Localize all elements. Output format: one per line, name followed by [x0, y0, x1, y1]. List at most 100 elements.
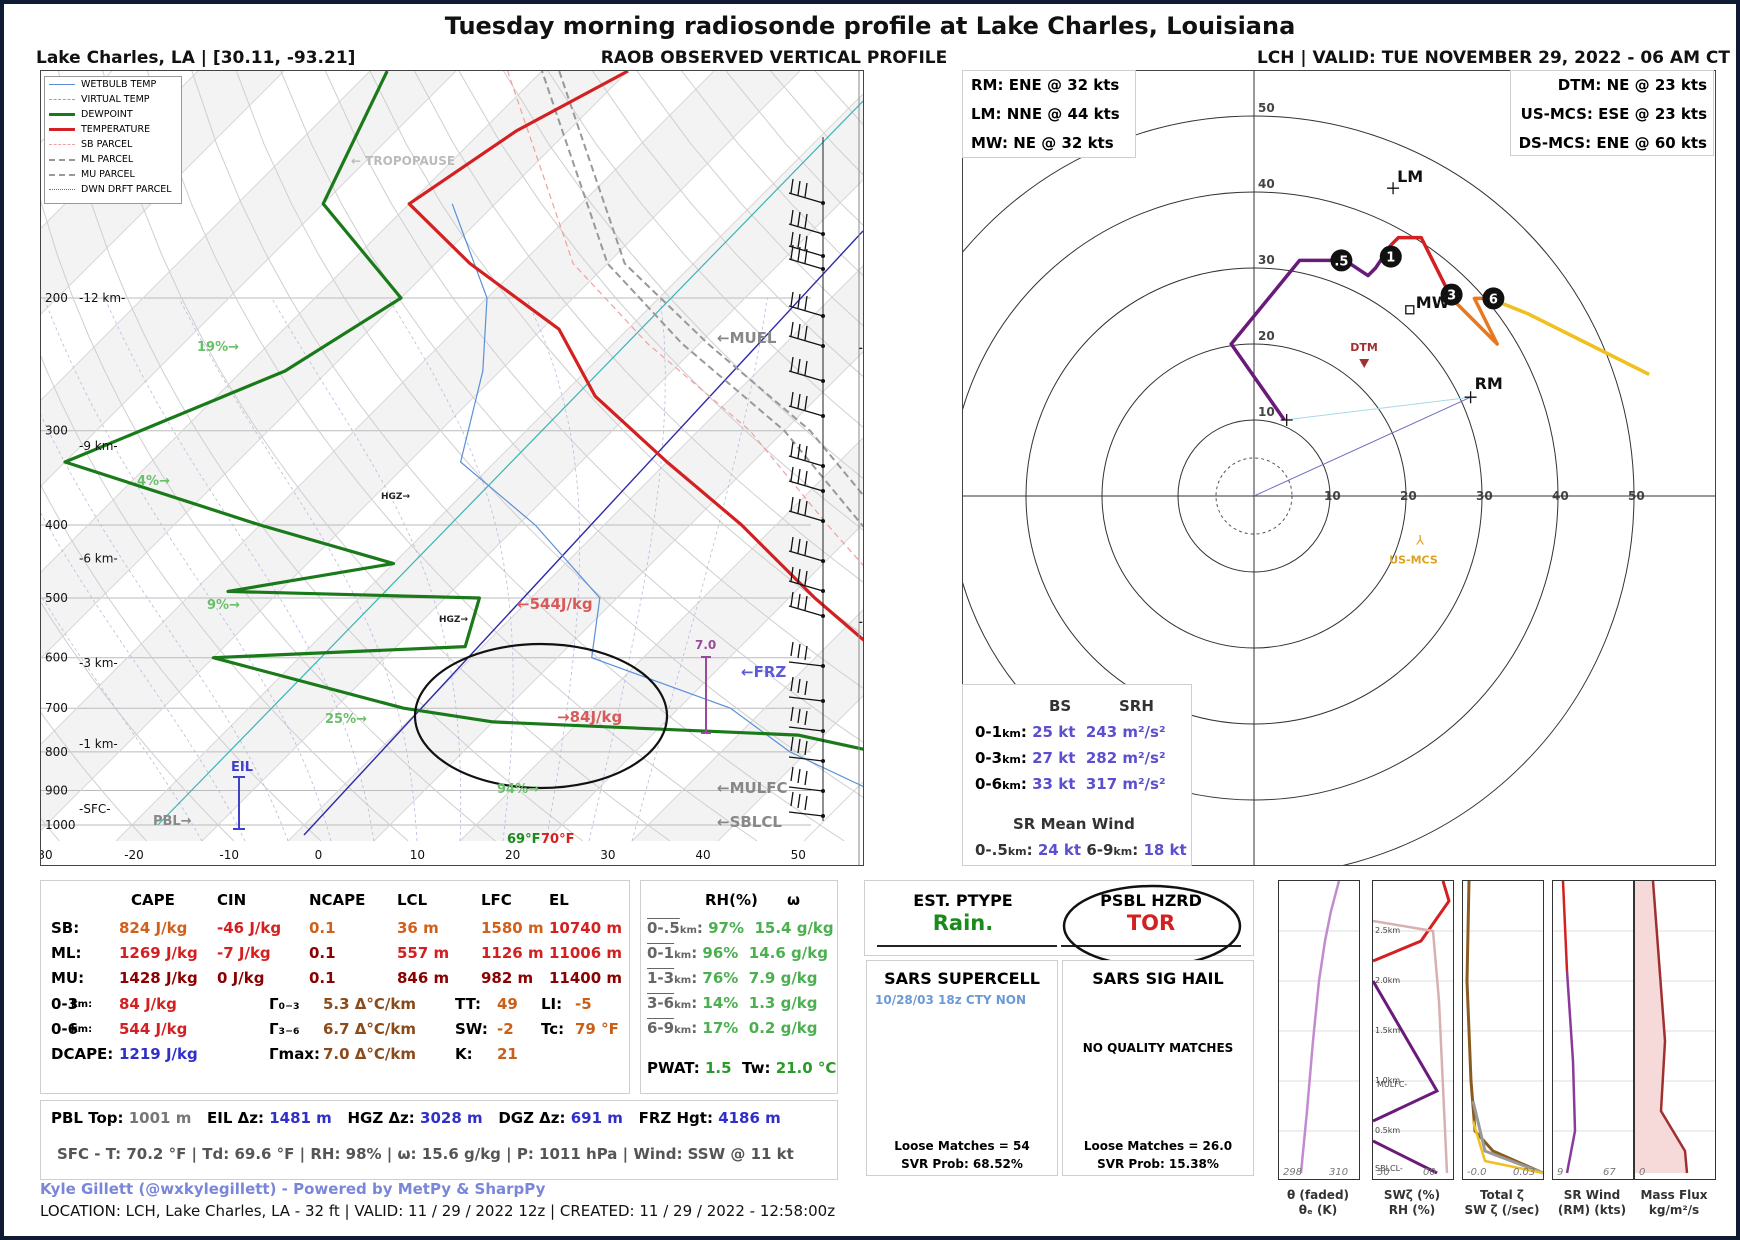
sars-supercell-box: SARS SUPERCELL 10/28/03 18z CTY NON Loos…	[866, 960, 1058, 1176]
wind-barb	[788, 231, 825, 258]
param-label: SW:	[455, 1020, 488, 1038]
wind-barb-flag	[804, 248, 808, 264]
mixing-ratio: 0.2 g/kg	[748, 1019, 818, 1037]
wind-barb-flag	[804, 710, 808, 726]
skewt-legend: WETBULB TEMP VIRTUAL TEMP DEWPOINT TEMPERAT…	[44, 76, 182, 204]
sars-hail-title: SARS SIG HAIL	[1092, 969, 1224, 988]
wind-barb-flag	[804, 540, 808, 556]
wind-barb-flag	[797, 233, 801, 249]
wind-barb-shaft	[788, 455, 824, 467]
mass-flux-fill	[1635, 881, 1687, 1173]
mulfc-label: ←MULFC	[717, 779, 788, 797]
hgz-value: 3028 m	[420, 1109, 483, 1127]
rh-value: 76%	[702, 969, 739, 987]
legend-label: SB PARCEL	[81, 139, 133, 150]
isotherm	[0, 70, 457, 528]
mini-profile-line	[1471, 1120, 1544, 1175]
mini-profile-label-1: Total ζ	[1479, 1188, 1525, 1202]
hodo-mcs-box: DTM: NE @ 23 kts US-MCS: ESE @ 23 kts DS…	[1510, 70, 1714, 156]
wind-barb-flag	[804, 235, 808, 251]
wind-barb	[788, 591, 825, 618]
mini-profile-label-1: SWζ (%)	[1383, 1188, 1441, 1202]
param-cin: -7 J/kg	[217, 944, 271, 962]
srmw-a-label: 0-.5	[975, 841, 1008, 859]
isotherm	[0, 70, 629, 700]
wind-barb	[788, 676, 825, 703]
srmw-title: SR Mean Wind	[1013, 815, 1135, 833]
header-valid: LCH | VALID: TUE NOVEMBER 29, 2022 - 06 …	[1256, 48, 1730, 68]
mini-axis-lo: 9	[1557, 1167, 1563, 1178]
pressure-tick: 500	[45, 591, 68, 605]
param-value: 7.0 Δ°C/km	[323, 1045, 416, 1063]
lapse-rate-label: 7.0	[695, 638, 716, 652]
param-header: EL	[549, 891, 569, 909]
mini-height-tick: 2.0km	[1375, 976, 1400, 985]
param-value: 84 J/kg	[119, 995, 177, 1013]
ptype-title: EST. PTYPE	[913, 891, 1013, 910]
param-lcl: 846 m	[397, 969, 450, 987]
hazard-underline	[1061, 945, 1241, 947]
moist-adiabat	[0, 431, 246, 842]
rh-label: 19%→	[197, 340, 239, 355]
dry-adiabat	[102, 70, 671, 842]
figure-title: Tuesday morning radiosonde profile at La…	[444, 12, 1296, 40]
temp-tick: -10	[219, 848, 239, 862]
mini-axis-lo: 0	[1639, 1167, 1645, 1178]
rh-label: 25%→	[325, 712, 367, 727]
sars-supercell-title: SARS SUPERCELL	[884, 969, 1040, 988]
param-cape: 1269 J/kg	[119, 944, 198, 962]
pressure-tick: 200	[45, 291, 68, 305]
wind-barb-flag	[790, 736, 794, 752]
param-label: Γmax:	[269, 1045, 320, 1063]
wind-barb-shaft	[788, 726, 824, 732]
rh-label: 9%→	[207, 598, 240, 613]
param-label: K:	[455, 1045, 473, 1063]
lm-label: LM	[1397, 167, 1423, 186]
wind-barb-shaft	[788, 370, 824, 382]
param-row-label: SB:	[51, 919, 80, 937]
wind-barb-flag	[804, 680, 808, 696]
wind-barb-flag	[790, 356, 794, 372]
wind-barb	[788, 291, 825, 318]
legend-swatch	[49, 158, 75, 161]
wind-barb-flag	[790, 791, 794, 807]
mini-profile-label-1: SR Wind	[1563, 1188, 1621, 1202]
temp-tick: 0	[315, 848, 323, 862]
wind-barb-shaft	[788, 510, 824, 522]
shear-row: 0-3km: 27 kt 282 m²/s²	[975, 749, 1166, 767]
shear-box: BS SRH 0-1km: 25 kt 243 m²/s² 0-3km: 27 k…	[962, 684, 1192, 866]
mini-profile-label-2: SW ζ (/sec)	[1464, 1203, 1540, 1217]
tropopause-label: ← TROPOPAUSE	[351, 154, 455, 168]
wind-barb-flag	[790, 231, 794, 247]
param-el: 10740 m	[549, 919, 623, 937]
hodo-ring-label-y: 40	[1258, 177, 1275, 191]
srh-value: 282 m²/s²	[1085, 749, 1166, 767]
height-label: -6 km-	[79, 551, 118, 565]
isotherm	[0, 70, 715, 786]
height-marker-label: 3	[1447, 289, 1456, 304]
wind-barb-flag	[804, 213, 808, 229]
wind-barb-flag	[804, 445, 808, 461]
wind-barb-flag	[797, 443, 801, 459]
wind-barb-shaft	[788, 335, 824, 347]
sfc-marker	[1280, 414, 1293, 426]
hodo-trace-1-3km	[1389, 235, 1454, 300]
sars-hail-match: NO QUALITY MATCHES	[1082, 1041, 1234, 1055]
mini-profile-chart: 298 310	[1279, 880, 1359, 1178]
param-value: 5.3 Δ°C/km	[323, 995, 416, 1013]
wind-barb-flag	[790, 566, 794, 582]
tw-value: 21.0 °C	[775, 1059, 837, 1077]
shear-layer: 0-3	[975, 749, 1003, 767]
wind-barb	[788, 791, 825, 818]
legend-swatch	[49, 113, 75, 116]
wind-barb-flag	[804, 295, 808, 311]
mini-profile-panel: 298 310	[1278, 880, 1360, 1180]
mini-profile-panel: 9 67	[1552, 880, 1634, 1180]
frz-reference-line	[303, 230, 864, 836]
temp-tick: -20	[124, 848, 144, 862]
param-value: 79 °F	[575, 1020, 619, 1038]
moisture-row: 6-9km: 17% 0.2 g/kg	[647, 1019, 818, 1037]
wind-barb-flag	[804, 795, 808, 811]
lm-motion: LM: NNE @ 44 kts	[971, 105, 1120, 123]
usmcs-label: US-MCS	[1389, 554, 1438, 567]
